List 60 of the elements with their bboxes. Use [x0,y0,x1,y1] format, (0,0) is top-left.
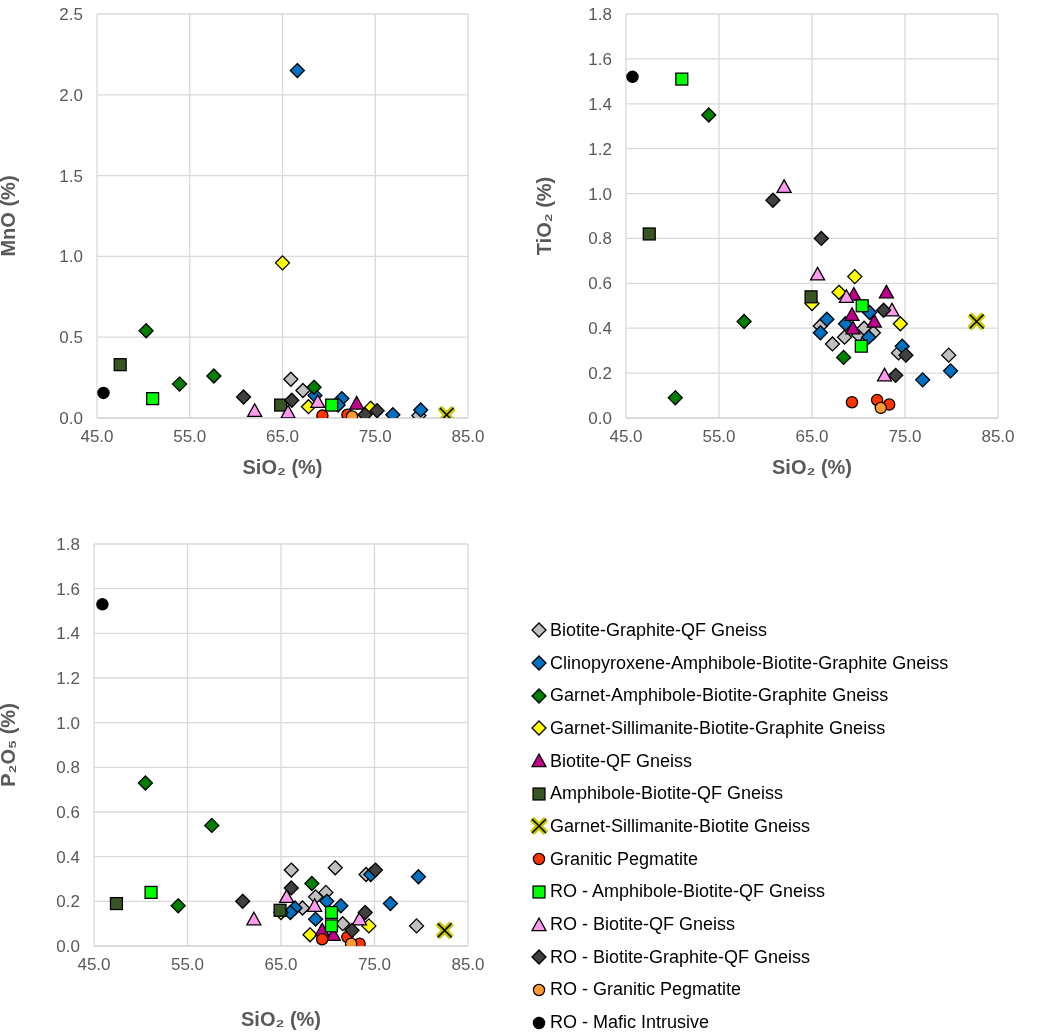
legend-label: RO - Biotite-Graphite-QF Gneiss [550,946,811,968]
x-tick-label: 65.0 [795,427,829,447]
x-tick-label: 55.0 [173,427,207,447]
x-tick-label: 75.0 [358,427,392,447]
x-tick-label: 85.0 [981,427,1015,447]
y-axis-title: MnO (%) [0,175,20,257]
y-tick-label: 0.0 [588,409,612,429]
x-tick-label: 45.0 [77,955,111,975]
y-tick-label: 1.5 [59,166,83,186]
x-axis-title: SiO₂ (%) [241,1008,321,1030]
y-tick-label: 1.2 [56,669,80,689]
y-tick-label: 2.0 [59,85,83,105]
legend-label: Amphibole-Biotite-QF Gneiss [550,783,784,805]
y-tick-label: 0.8 [56,758,80,778]
x-tick-label: 45.0 [80,427,114,447]
x-tick-label: 75.0 [357,955,392,975]
legend-label: Granitic Pegmatite [550,848,699,870]
y-tick-label: 1.6 [588,49,612,69]
y-tick-label: 1.8 [56,535,80,555]
y-tick-label: 0.6 [588,274,612,294]
y-tick-label: 0.8 [588,229,612,249]
y-tick-label: 0.0 [59,409,83,429]
y-tick-label: 1.4 [588,94,612,114]
x-tick-label: 65.0 [264,955,298,975]
legend-label: Garnet-Sillimanite-Biotite Gneiss [550,815,811,837]
x-tick-label: 65.0 [265,427,300,447]
y-tick-label: 1.4 [56,624,80,644]
legend-label: Biotite-Graphite-QF Gneiss [550,619,768,641]
y-tick-label: 2.5 [59,5,83,25]
legend-label: RO - Biotite-QF Gneiss [550,914,736,936]
y-tick-label: 0.4 [56,847,80,867]
y-axis-title: TiO₂ (%) [533,176,556,256]
y-tick-label: 1.2 [588,139,612,159]
x-tick-label: 75.0 [888,427,922,447]
y-tick-label: 0.0 [56,937,80,957]
legend-label: RO - Granitic Pegmatite [550,979,742,1001]
legend-label: Biotite-QF Gneiss [550,750,693,772]
x-tick-label: 85.0 [451,427,485,447]
x-axis-title: SiO₂ (%) [772,456,852,478]
y-tick-label: 1.6 [56,579,80,599]
x-tick-label: 55.0 [702,427,736,447]
y-tick-label: 1.0 [56,713,80,733]
y-axis-title: P₂O₅ (%) [0,703,20,787]
legend-label: Garnet-Sillimanite-Biotite-Graphite Gneiss [550,717,886,739]
legend-label: Clinopyroxene-Amphibole-Biotite-Graphite Gneiss [550,652,949,674]
legend-label: RO - Amphibole-Biotite-QF Gneiss [550,881,826,903]
y-tick-label: 1.8 [588,5,612,25]
y-tick-label: 1.0 [59,247,83,267]
x-axis-title: SiO₂ (%) [242,456,323,478]
x-tick-label: 45.0 [609,427,643,447]
legend-label: RO - Mafic Intrusive [550,1012,710,1034]
y-tick-label: 0.5 [59,328,83,348]
y-tick-label: 0.4 [588,319,612,339]
y-tick-label: 0.2 [588,364,612,384]
x-tick-label: 85.0 [451,955,485,975]
x-tick-label: 55.0 [170,955,205,975]
y-tick-label: 0.2 [56,892,80,912]
legend-label: Garnet-Amphibole-Biotite-Graphite Gneiss [550,685,889,707]
y-tick-label: 0.6 [56,803,80,823]
y-tick-label: 1.0 [588,184,612,204]
